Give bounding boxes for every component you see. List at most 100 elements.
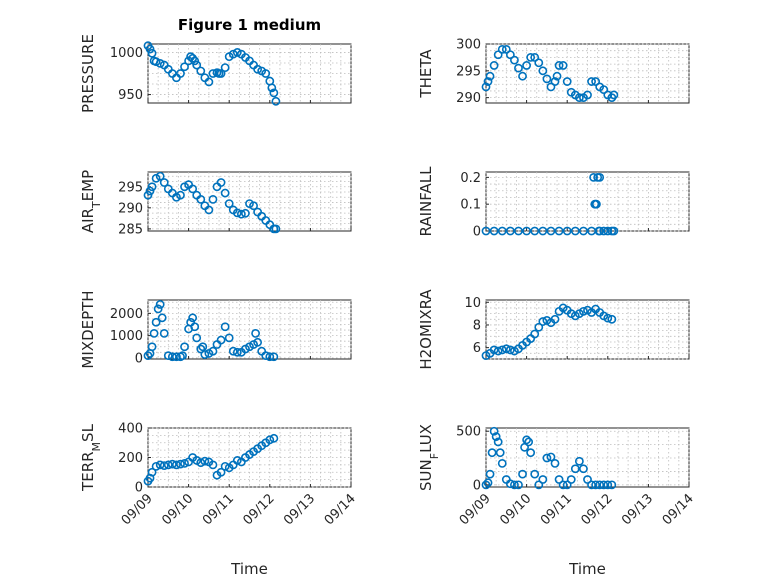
data-point bbox=[603, 313, 613, 323]
data-point bbox=[151, 317, 161, 327]
y-tick-label: 300 bbox=[456, 38, 481, 53]
data-point bbox=[534, 58, 544, 68]
data-point bbox=[501, 344, 511, 354]
data-point bbox=[518, 71, 527, 81]
data-point bbox=[599, 85, 609, 94]
data-point bbox=[505, 226, 515, 236]
data-point bbox=[216, 467, 226, 477]
data-point bbox=[190, 322, 200, 332]
data-point bbox=[200, 456, 210, 466]
data-point bbox=[192, 60, 202, 70]
data-point bbox=[595, 172, 605, 182]
y-axis-label: TERRMSL bbox=[79, 423, 103, 492]
data-point bbox=[505, 50, 515, 60]
y-tick-label: 285 bbox=[118, 222, 143, 237]
y-tick-label: 290 bbox=[456, 91, 481, 106]
data-point bbox=[518, 469, 527, 479]
data-point bbox=[172, 352, 181, 362]
data-point bbox=[552, 71, 562, 81]
data-point bbox=[583, 90, 592, 100]
data-point bbox=[609, 226, 619, 236]
data-point bbox=[228, 346, 238, 356]
subplot-mixdepth: 0 1000 2000 MIXDEPTH bbox=[79, 290, 352, 369]
subplot-sun-flux: 0 500 09/09 09/10 09/11 09/12 09/13 09/14 SUNFLU… bbox=[417, 424, 697, 528]
x-tick-label: 09/11 bbox=[538, 491, 575, 528]
data-point bbox=[220, 322, 230, 332]
data-point bbox=[145, 186, 155, 196]
data-point bbox=[176, 69, 185, 78]
data-point bbox=[481, 480, 491, 490]
data-point bbox=[497, 44, 507, 54]
data-point bbox=[587, 480, 596, 490]
data-point bbox=[143, 190, 153, 200]
data-point bbox=[591, 77, 601, 86]
data-point bbox=[554, 226, 564, 236]
data-point bbox=[599, 480, 609, 490]
data-point bbox=[196, 458, 206, 468]
data-point bbox=[208, 69, 218, 78]
data-point bbox=[220, 188, 230, 198]
data-point bbox=[253, 64, 263, 74]
data-point bbox=[603, 480, 613, 490]
data-point bbox=[157, 313, 167, 323]
data-point bbox=[579, 464, 588, 474]
data-point bbox=[220, 461, 230, 471]
y-tick-label: 950 bbox=[118, 88, 143, 103]
subplot-pressure: 950 1000 PRESSURE bbox=[79, 34, 352, 113]
data-point bbox=[530, 329, 540, 339]
data-point bbox=[574, 456, 584, 466]
data-point bbox=[151, 461, 161, 471]
data-point bbox=[216, 178, 226, 187]
y-axis-label: SUNFLUX bbox=[417, 424, 441, 491]
data-point bbox=[236, 209, 246, 219]
data-point bbox=[200, 350, 210, 359]
data-point bbox=[147, 48, 157, 58]
data-point bbox=[562, 77, 572, 86]
y-axis-label: PRESSURE bbox=[79, 34, 97, 113]
data-point bbox=[176, 459, 185, 469]
data-point bbox=[579, 226, 588, 236]
data-point bbox=[583, 475, 592, 484]
data-point bbox=[609, 90, 619, 100]
data-point bbox=[591, 480, 601, 490]
data-point bbox=[204, 205, 214, 215]
y-axis-label: THETA bbox=[417, 49, 435, 99]
data-point bbox=[520, 442, 529, 452]
x-tick-label: 09/09 bbox=[457, 491, 494, 528]
data-point bbox=[524, 437, 534, 447]
data-point bbox=[176, 190, 185, 200]
data-point bbox=[180, 62, 189, 72]
y-axis-label: AIRTEMP bbox=[79, 170, 103, 233]
data-point bbox=[145, 44, 155, 54]
data-point bbox=[538, 317, 548, 326]
y-tick-label: 295 bbox=[118, 180, 143, 195]
data-point bbox=[501, 44, 511, 54]
data-point bbox=[574, 93, 584, 103]
data-point bbox=[493, 437, 503, 447]
data-point bbox=[514, 226, 523, 236]
data-point bbox=[562, 480, 572, 490]
data-point bbox=[522, 435, 531, 445]
y-tick-label: 0 bbox=[135, 481, 143, 496]
y-tick-label: 10 bbox=[464, 296, 481, 311]
x-tick-label: 09/13 bbox=[619, 491, 656, 528]
figure-title: Figure 1 medium bbox=[178, 16, 321, 34]
data-point bbox=[526, 448, 536, 458]
y-tick-label: 290 bbox=[118, 201, 143, 216]
x-tick-label: 09/09 bbox=[119, 491, 156, 528]
subplot-theta: 290 295 300 THETA bbox=[417, 38, 690, 106]
data-point bbox=[151, 57, 161, 67]
data-point bbox=[487, 448, 497, 458]
data-point bbox=[249, 201, 258, 211]
data-point bbox=[489, 226, 499, 236]
data-point bbox=[153, 304, 163, 314]
data-point bbox=[167, 459, 177, 469]
data-point bbox=[220, 63, 230, 72]
data-point bbox=[607, 314, 617, 324]
data-point bbox=[180, 342, 189, 352]
data-point bbox=[505, 345, 515, 355]
y-tick-label: 0.1 bbox=[460, 198, 481, 213]
data-point bbox=[228, 49, 238, 59]
